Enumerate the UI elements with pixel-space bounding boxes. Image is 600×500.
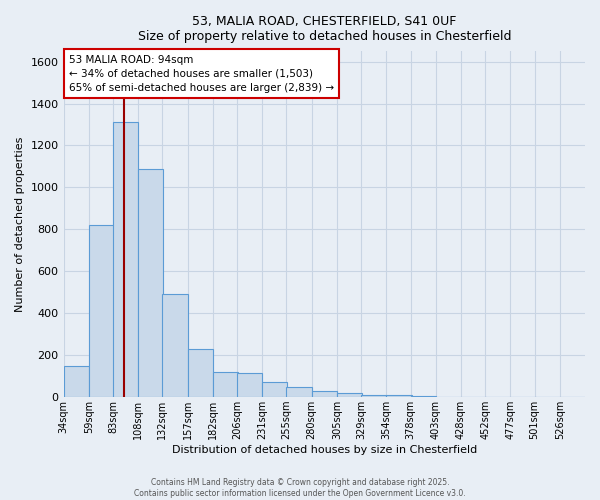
Bar	[436, 396, 461, 397]
Bar	[213, 372, 238, 397]
Bar	[337, 393, 362, 397]
Bar	[188, 349, 213, 397]
Bar	[64, 366, 89, 397]
Text: Contains HM Land Registry data © Crown copyright and database right 2025.
Contai: Contains HM Land Registry data © Crown c…	[134, 478, 466, 498]
Title: 53, MALIA ROAD, CHESTERFIELD, S41 0UF
Size of property relative to detached hous: 53, MALIA ROAD, CHESTERFIELD, S41 0UF Si…	[137, 15, 511, 43]
Text: 53 MALIA ROAD: 94sqm
← 34% of detached houses are smaller (1,503)
65% of semi-de: 53 MALIA ROAD: 94sqm ← 34% of detached h…	[69, 54, 334, 92]
Bar	[113, 122, 138, 397]
Bar	[89, 225, 114, 397]
Bar	[163, 294, 188, 397]
Bar	[311, 391, 337, 397]
Bar	[237, 373, 262, 397]
Y-axis label: Number of detached properties: Number of detached properties	[15, 136, 25, 312]
Bar	[410, 396, 436, 397]
Bar	[361, 395, 386, 397]
Bar	[386, 396, 412, 397]
Bar	[138, 168, 163, 397]
Bar	[262, 382, 287, 397]
Bar	[286, 386, 311, 397]
X-axis label: Distribution of detached houses by size in Chesterfield: Distribution of detached houses by size …	[172, 445, 477, 455]
